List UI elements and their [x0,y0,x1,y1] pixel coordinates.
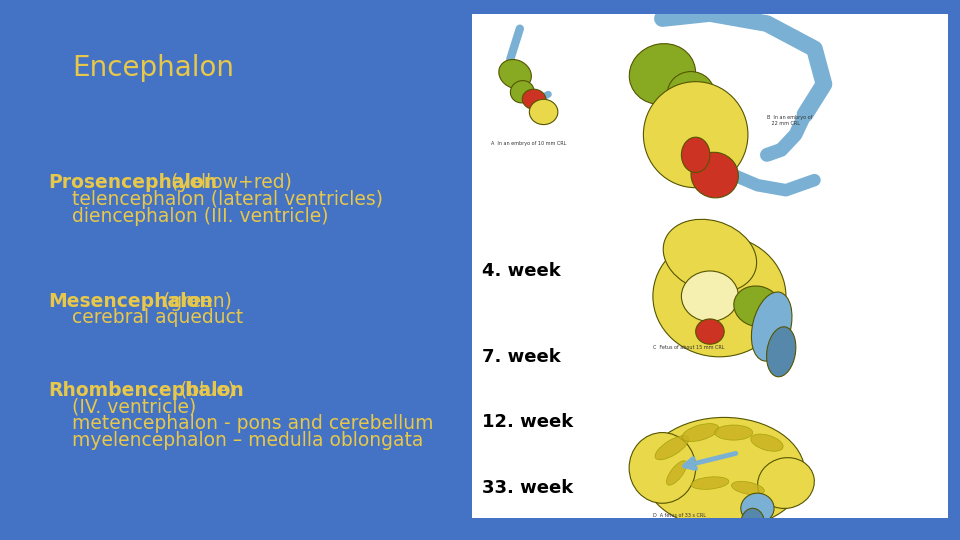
Text: telencephalon (lateral ventricles): telencephalon (lateral ventricles) [48,190,383,208]
Text: 12. week: 12. week [482,414,573,431]
Ellipse shape [643,82,748,188]
Ellipse shape [732,481,764,495]
Ellipse shape [682,137,709,173]
Text: C  Fetus of about 15 mm CRL: C Fetus of about 15 mm CRL [653,345,725,350]
Text: (yellow+red): (yellow+red) [165,173,292,192]
Text: Mesencephalon: Mesencephalon [48,292,213,310]
Text: cerebral aqueduct: cerebral aqueduct [48,308,243,327]
Ellipse shape [682,271,738,321]
Ellipse shape [522,89,546,110]
Ellipse shape [714,425,753,440]
Text: Encephalon: Encephalon [72,54,234,82]
Ellipse shape [629,44,696,105]
Ellipse shape [767,327,796,377]
Ellipse shape [666,461,686,485]
Ellipse shape [529,99,558,125]
Text: B  In an embryo of
   22 mm CRL: B In an embryo of 22 mm CRL [767,115,812,126]
Ellipse shape [741,493,774,523]
Ellipse shape [499,59,532,89]
FancyBboxPatch shape [472,14,948,518]
Text: metencephalon - pons and cerebellum: metencephalon - pons and cerebellum [48,415,434,434]
Ellipse shape [757,457,814,509]
Text: (IV. ventricle): (IV. ventricle) [48,397,196,416]
Ellipse shape [752,292,792,361]
Ellipse shape [629,433,696,503]
Ellipse shape [696,319,724,344]
Ellipse shape [751,434,783,451]
Ellipse shape [682,423,719,442]
Ellipse shape [663,219,756,292]
Text: D  A fetus of 33 s CRL: D A fetus of 33 s CRL [653,513,706,518]
Text: 4. week: 4. week [482,262,561,280]
Ellipse shape [643,417,804,529]
Ellipse shape [741,508,764,538]
Ellipse shape [511,80,534,103]
Text: diencephalon (III. ventricle): diencephalon (III. ventricle) [48,206,328,226]
Ellipse shape [667,72,714,117]
Text: (blue): (blue) [174,381,234,400]
Ellipse shape [691,477,729,489]
Ellipse shape [655,436,688,460]
Text: Prosencephalon: Prosencephalon [48,173,217,192]
Ellipse shape [653,235,786,357]
Ellipse shape [733,286,781,327]
Text: A  In an embryo of 10 mm CRL: A In an embryo of 10 mm CRL [492,141,566,146]
Text: 33. week: 33. week [482,479,573,497]
Text: 7. week: 7. week [482,348,561,366]
Ellipse shape [691,152,738,198]
Text: myelencephalon – medulla oblongata: myelencephalon – medulla oblongata [48,431,423,450]
Text: (green): (green) [156,292,231,310]
Text: Rhombencephalon: Rhombencephalon [48,381,244,400]
